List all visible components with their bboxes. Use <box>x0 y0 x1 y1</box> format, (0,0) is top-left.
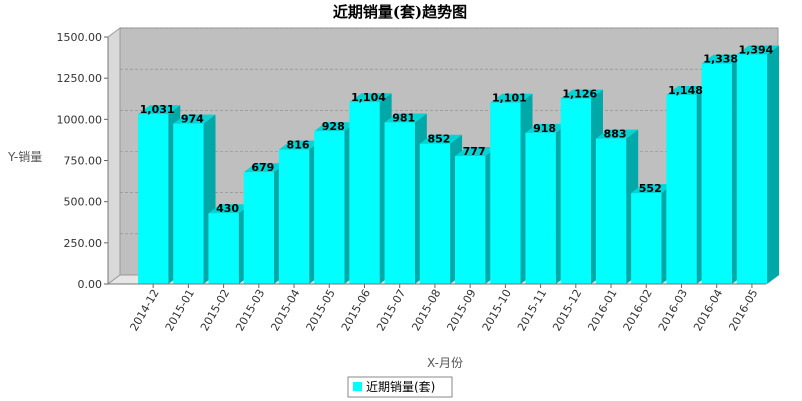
plot-left-wall <box>107 27 121 285</box>
y-axis-label: Y-销量 <box>7 150 42 164</box>
bar-top <box>490 93 533 103</box>
data-label: 981 <box>392 111 415 124</box>
data-label: 1,031 <box>140 103 175 116</box>
y-tick-label: 750.00 <box>64 155 103 168</box>
x-tick-label: 2016-03 <box>656 287 690 333</box>
bar-front <box>138 114 169 284</box>
data-label: 974 <box>181 113 204 126</box>
bar-top <box>384 113 427 123</box>
x-tick-label: 2016-01 <box>585 287 619 333</box>
bar-front <box>243 172 274 284</box>
bar-side <box>767 45 780 284</box>
bar-top <box>560 89 603 99</box>
bar-top <box>455 147 498 157</box>
legend-swatch <box>353 382 362 391</box>
data-label: 1,104 <box>351 91 386 104</box>
x-tick-label: 2015-10 <box>480 287 514 333</box>
x-tick-label: 2015-05 <box>304 287 338 333</box>
legend: 近期销量(套) <box>347 376 453 398</box>
bar-top <box>701 54 744 64</box>
bar-front <box>736 54 768 284</box>
data-label: 430 <box>216 202 239 215</box>
bar-top <box>666 85 709 95</box>
x-tick-label: 2015-09 <box>445 287 479 333</box>
y-tick-label: 1500.00 <box>57 31 103 44</box>
y-tick-label: 0.00 <box>78 278 103 291</box>
bar-top <box>243 163 286 173</box>
bar-top <box>595 129 639 139</box>
bar-front <box>455 156 486 284</box>
bar-top <box>525 123 568 133</box>
data-labels: 1,031 974 430 679 816 928 1,104 981 852 777 1,101 9… <box>140 43 774 215</box>
y-tick-label: 250.00 <box>64 237 103 250</box>
x-axis-ticks: 2014-12 2015-01 2015-02 2015-03 2015-04 2015-… <box>108 283 766 333</box>
bar-top <box>314 122 357 132</box>
x-tick-label: 2015-02 <box>198 287 232 333</box>
data-label: 1,148 <box>668 84 703 97</box>
bar-front <box>419 143 451 284</box>
bar-top <box>631 184 674 194</box>
legend-box <box>347 376 453 398</box>
x-tick-label: 2016-02 <box>621 287 655 333</box>
data-label: 918 <box>533 122 556 135</box>
bar-top <box>173 114 216 124</box>
bar <box>595 129 639 284</box>
y-tick-label: 1000.00 <box>57 113 103 126</box>
bar-front <box>384 122 415 284</box>
x-tick-label: 2015-06 <box>339 287 373 333</box>
data-label: 928 <box>322 120 345 133</box>
bar-front <box>208 213 239 284</box>
legend-label: 近期销量(套) <box>366 380 435 394</box>
data-label: 852 <box>427 133 450 146</box>
data-label: 1,394 <box>739 43 774 56</box>
bar-front <box>595 138 627 284</box>
bar-top <box>349 93 392 103</box>
x-tick-label: 2014-12 <box>128 287 162 333</box>
data-label: 816 <box>287 139 310 152</box>
x-tick-label: 2016-04 <box>691 287 725 333</box>
bar-front <box>701 63 732 285</box>
bar <box>736 45 780 284</box>
bar-front <box>490 102 521 285</box>
x-tick-label: 2015-12 <box>550 287 584 333</box>
x-tick-label: 2015-08 <box>409 287 443 333</box>
data-label: 777 <box>463 145 486 158</box>
y-axis-ticks: 0.00 250.00 500.00 750.00 1000.00 1250.00 1500… <box>57 31 109 291</box>
data-label: 552 <box>639 182 662 195</box>
bar-top <box>419 134 463 144</box>
x-tick-label: 2015-03 <box>233 287 267 333</box>
bar-front <box>666 94 697 284</box>
chart-title: 近期销量(套)趋势图 <box>333 3 467 21</box>
bar-front <box>631 193 662 284</box>
x-tick-label: 2015-01 <box>163 287 197 333</box>
x-tick-label: 2015-11 <box>515 287 549 333</box>
data-label: 1,338 <box>703 53 738 66</box>
bar-front <box>314 131 345 284</box>
bar-front <box>173 123 204 284</box>
bar-front <box>349 102 380 284</box>
data-label: 883 <box>604 128 627 141</box>
bar-top <box>278 140 322 150</box>
x-tick-label: 2015-04 <box>268 287 302 333</box>
bar-top <box>138 105 181 115</box>
data-label: 679 <box>251 161 274 174</box>
data-label: 1,101 <box>492 92 527 105</box>
x-tick-label: 2016-05 <box>726 287 760 333</box>
y-tick-label: 500.00 <box>64 196 103 209</box>
bar <box>173 114 216 284</box>
x-tick-label: 2015-07 <box>374 287 408 333</box>
data-label: 1,126 <box>562 88 597 101</box>
bar-front <box>525 132 556 284</box>
bar-top <box>208 204 251 214</box>
x-axis-label: X-月份 <box>427 356 463 370</box>
y-tick-label: 1250.00 <box>57 72 103 85</box>
bar-front <box>560 98 591 285</box>
bar-front <box>278 149 310 284</box>
bars <box>138 45 780 285</box>
bar-top <box>736 45 780 55</box>
